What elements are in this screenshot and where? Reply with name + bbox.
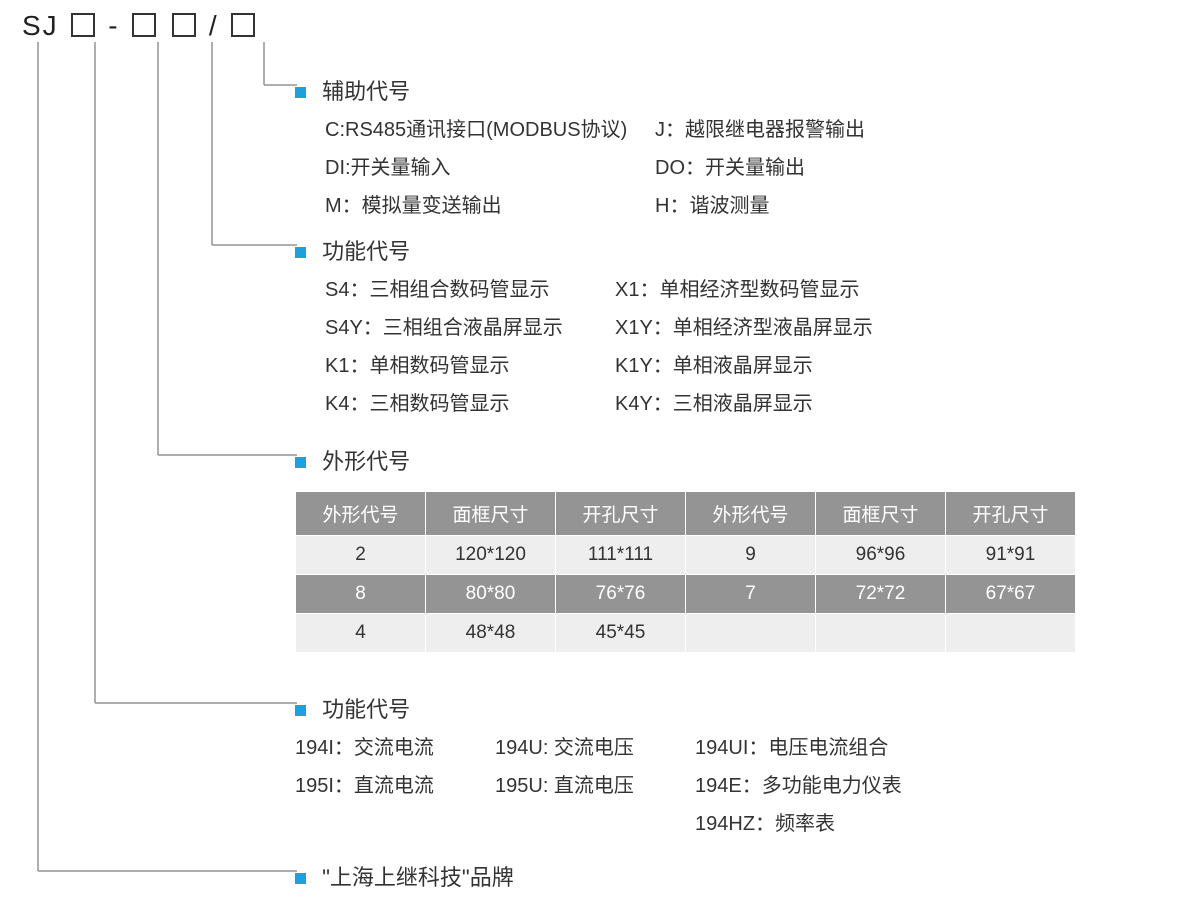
shape-table-cell: 96*96	[816, 536, 946, 575]
shape-table-cell: 76*76	[556, 575, 686, 614]
section-shape-code: 外形代号 外形代号面框尺寸开孔尺寸外形代号面框尺寸开孔尺寸 2120*12011…	[295, 444, 1076, 653]
shape-table-cell: 72*72	[816, 575, 946, 614]
bullet-icon	[295, 87, 306, 98]
shape-table-cell: 80*80	[426, 575, 556, 614]
aux-item: M：模拟量变送输出	[325, 192, 655, 220]
section-title-text-1: 辅助代号	[322, 79, 410, 104]
aux-item: C:RS485通讯接口(MODBUS协议)	[325, 116, 655, 144]
shape-table-header: 外形代号面框尺寸开孔尺寸外形代号面框尺寸开孔尺寸	[296, 492, 1076, 536]
section-title-4: 功能代号	[295, 692, 945, 724]
func-item: S4Y：三相组合液晶屏显示	[325, 314, 615, 342]
shape-table-cell: 9	[686, 536, 816, 575]
shape-table-cell: 7	[686, 575, 816, 614]
func2-item: 194HZ：频率表	[695, 810, 945, 838]
shape-table-cell	[686, 614, 816, 653]
bullet-icon	[295, 457, 306, 468]
shape-table-cell: 91*91	[946, 536, 1076, 575]
section-title-2: 功能代号	[295, 234, 915, 266]
section-title-text-3: 外形代号	[322, 449, 410, 474]
model-slash: /	[209, 10, 219, 41]
table-row: 2120*120111*111996*9691*91	[296, 536, 1076, 575]
shape-table-header-cell: 外形代号	[296, 492, 426, 536]
table-row: 880*8076*76772*7267*67	[296, 575, 1076, 614]
func2-item: 194E：多功能电力仪表	[695, 772, 945, 800]
func2-item: 194U: 交流电压	[495, 734, 695, 762]
shape-table-cell: 120*120	[426, 536, 556, 575]
func2-item: 194UI：电压电流组合	[695, 734, 945, 762]
shape-table-cell: 4	[296, 614, 426, 653]
bullet-icon	[295, 873, 306, 884]
section-title-text-4: 功能代号	[322, 697, 410, 722]
model-code-row: SJ - /	[22, 10, 258, 42]
shape-table-cell: 67*67	[946, 575, 1076, 614]
model-box-1	[71, 13, 95, 37]
aux-item: H：谐波测量	[655, 192, 955, 220]
func-item: X1Y：单相经济型液晶屏显示	[615, 314, 915, 342]
func-item: K1：单相数码管显示	[325, 352, 615, 380]
model-box-2	[132, 13, 156, 37]
shape-table-cell: 48*48	[426, 614, 556, 653]
bullet-icon	[295, 247, 306, 258]
func2-item: 195I：直流电流	[295, 772, 495, 800]
bullet-icon	[295, 705, 306, 716]
section-title-text-5: "上海上继科技"品牌	[322, 865, 514, 890]
shape-table-header-cell: 面框尺寸	[426, 492, 556, 536]
func-item: K1Y：单相液晶屏显示	[615, 352, 915, 380]
func2-item: 194I：交流电流	[295, 734, 495, 762]
shape-table-cell: 2	[296, 536, 426, 575]
func-item: K4：三相数码管显示	[325, 390, 615, 418]
func2-item: 195U: 直流电压	[495, 772, 695, 800]
section-title-1: 辅助代号	[295, 74, 955, 106]
table-row: 448*4845*45	[296, 614, 1076, 653]
func-item: S4：三相组合数码管显示	[325, 276, 615, 304]
section-auxiliary-code: 辅助代号 C:RS485通讯接口(MODBUS协议) J：越限继电器报警输出 D…	[295, 74, 955, 220]
aux-item: DI:开关量输入	[325, 154, 655, 182]
shape-table-cell	[816, 614, 946, 653]
shape-table-cell: 8	[296, 575, 426, 614]
shape-table-header-cell: 外形代号	[686, 492, 816, 536]
func-item: K4Y：三相液晶屏显示	[615, 390, 915, 418]
section-brand: "上海上继科技"品牌	[295, 860, 514, 892]
section-function-code-2: 功能代号 194I：交流电流 194U: 交流电压 194UI：电压电流组合 1…	[295, 692, 945, 838]
func-item: X1：单相经济型数码管显示	[615, 276, 915, 304]
func2-item	[495, 810, 695, 838]
shape-table-header-cell: 开孔尺寸	[946, 492, 1076, 536]
section-title-3: 外形代号	[295, 444, 1076, 476]
model-box-3	[172, 13, 196, 37]
section-title-text-2: 功能代号	[322, 239, 410, 264]
model-dash: -	[108, 10, 119, 41]
aux-item: DO：开关量输出	[655, 154, 955, 182]
model-prefix: SJ	[22, 10, 59, 41]
shape-table-cell: 45*45	[556, 614, 686, 653]
model-box-4	[231, 13, 255, 37]
func2-item	[295, 810, 495, 838]
aux-item: J：越限继电器报警输出	[655, 116, 955, 144]
shape-table-cell: 111*111	[556, 536, 686, 575]
shape-table-header-cell: 开孔尺寸	[556, 492, 686, 536]
section-title-5: "上海上继科技"品牌	[295, 860, 514, 892]
shape-table-cell	[946, 614, 1076, 653]
shape-table: 外形代号面框尺寸开孔尺寸外形代号面框尺寸开孔尺寸 2120*120111*111…	[295, 491, 1076, 653]
shape-table-header-cell: 面框尺寸	[816, 492, 946, 536]
section-function-code: 功能代号 S4：三相组合数码管显示 X1：单相经济型数码管显示 S4Y：三相组合…	[295, 234, 915, 418]
